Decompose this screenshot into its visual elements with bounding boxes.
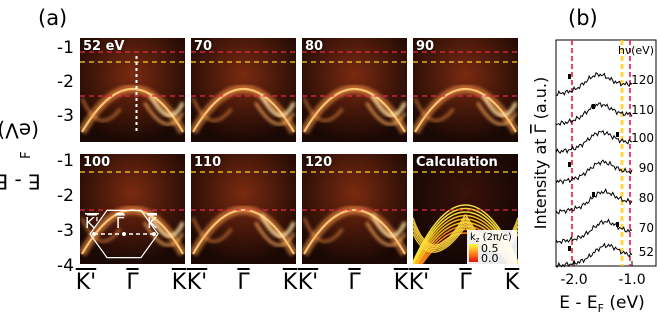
high-symmetry-label: Γ bbox=[237, 270, 250, 295]
high-symmetry-label: K' bbox=[408, 270, 430, 295]
edc-curve bbox=[555, 188, 633, 215]
panel-a-label: (a) bbox=[38, 6, 68, 30]
edc-curve bbox=[555, 71, 633, 97]
calculation-panel: kz (2π/c) 0.5 0.0 Calculation bbox=[412, 154, 519, 279]
photon-energy-label: 90 bbox=[416, 39, 435, 54]
edc-curve bbox=[555, 159, 633, 185]
y-axis-label-b: Intensity at Γ (a.u.) bbox=[531, 77, 550, 230]
y-tick-label: -1 bbox=[57, 151, 74, 171]
bz-point-label: Γ bbox=[116, 214, 125, 232]
photon-energy-label: 100 bbox=[83, 155, 111, 170]
colorbar-min-label: 0.0 bbox=[481, 252, 499, 264]
high-symmetry-label: K bbox=[393, 270, 409, 295]
y-tick-label: -3 bbox=[57, 106, 74, 126]
arpes-spectrum-panel: 52 eV bbox=[78, 38, 187, 142]
x-tick-label: -2.0 bbox=[560, 272, 587, 288]
high-symmetry-label: K bbox=[504, 270, 520, 295]
panel-b-edc-plot: 120 110 100 90 80 70 52 hν(eV) -2.0 -1.0 E - EF (e… bbox=[531, 39, 657, 315]
arpes-spectrum-panel: 110 bbox=[189, 154, 298, 264]
high-symmetry-label: Γ bbox=[126, 270, 139, 295]
hv-value-label: 90 bbox=[639, 161, 654, 175]
high-symmetry-label: K' bbox=[297, 270, 319, 295]
y-tick-label: -3 bbox=[57, 221, 74, 241]
high-symmetry-label: K' bbox=[186, 270, 208, 295]
y-axis-label: E - EF (eV) bbox=[0, 118, 41, 194]
arpes-spectrum-panel: 90 bbox=[411, 38, 520, 142]
edc-curve bbox=[555, 129, 633, 155]
high-symmetry-label: K' bbox=[75, 270, 97, 295]
x-tick-label: -1.0 bbox=[618, 272, 645, 288]
arpes-spectrum-panel: 120 bbox=[300, 154, 409, 264]
high-symmetry-label: K bbox=[282, 270, 298, 295]
y-tick-label: -1 bbox=[57, 38, 74, 58]
hv-value-label: 80 bbox=[639, 191, 654, 205]
hv-value-label: 52 bbox=[639, 245, 654, 259]
x-axis-label: E - EF (eV) bbox=[559, 293, 645, 315]
photon-energy-label: 52 eV bbox=[83, 39, 125, 54]
hv-value-label: 110 bbox=[631, 103, 654, 117]
hv-value-label: 100 bbox=[631, 131, 654, 145]
panel-b-label: (b) bbox=[568, 6, 598, 30]
bz-point-label: K' bbox=[85, 214, 99, 232]
y-tick-label: -2 bbox=[57, 186, 74, 206]
high-symmetry-label: K bbox=[171, 270, 187, 295]
photon-energy-label: 110 bbox=[194, 155, 222, 170]
arpes-spectrum-panel: 80 bbox=[300, 38, 409, 142]
arpes-spectrum-panel: 70 bbox=[189, 38, 298, 142]
high-symmetry-label: Γ bbox=[459, 270, 472, 295]
y-tick-label: -4 bbox=[57, 256, 74, 276]
edc-curve bbox=[555, 242, 633, 268]
colorbar-max-label: 0.5 bbox=[481, 242, 499, 255]
photon-energy-label: 80 bbox=[305, 39, 324, 54]
hv-header: hν(eV) bbox=[618, 44, 654, 57]
photon-energy-label: 120 bbox=[305, 155, 333, 170]
colorbar-title: kz (2π/c) bbox=[470, 232, 512, 244]
hv-value-label: 120 bbox=[631, 73, 654, 87]
high-symmetry-label: Γ bbox=[348, 270, 361, 295]
y-tick-label: -2 bbox=[57, 72, 74, 92]
arpes-spectrum-panel: K' Γ K 100 bbox=[78, 154, 187, 264]
hv-value-label: 70 bbox=[639, 221, 654, 235]
bz-point-label: K bbox=[147, 214, 158, 232]
calculation-label: Calculation bbox=[416, 155, 498, 170]
edc-curve bbox=[555, 218, 633, 245]
photon-energy-label: 70 bbox=[194, 39, 213, 54]
